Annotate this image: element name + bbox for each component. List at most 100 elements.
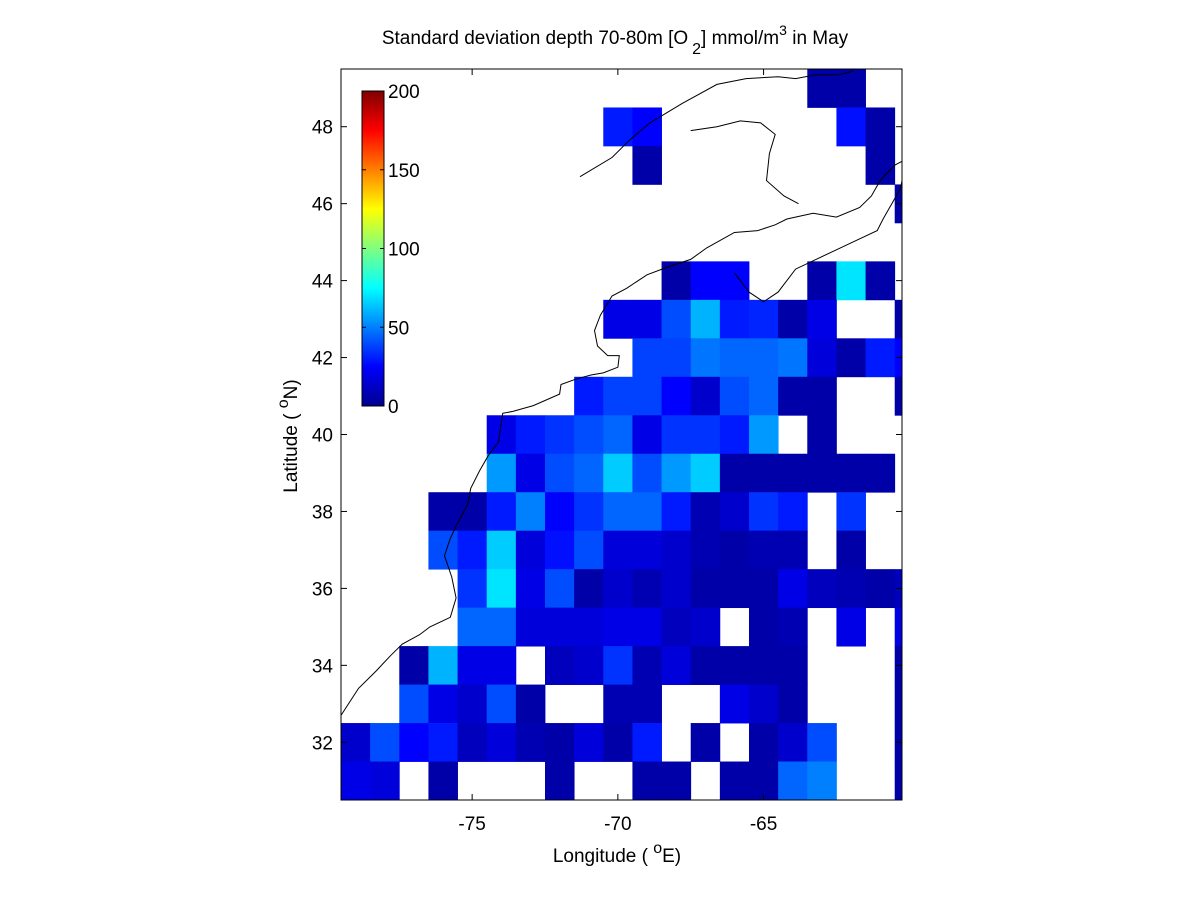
heatmap-cell	[807, 338, 837, 378]
y-tick-label: 48	[312, 118, 333, 139]
heatmap-cell	[603, 453, 633, 493]
heatmap-cell	[632, 684, 662, 724]
heatmap-cell	[632, 723, 662, 762]
colorbar-tick-label: 100	[388, 240, 420, 261]
heatmap-cell	[428, 646, 458, 685]
heatmap-cell	[515, 415, 546, 455]
heatmap-cell	[661, 607, 692, 647]
heatmap-cell	[515, 723, 546, 762]
heatmap-cell	[807, 261, 837, 301]
heatmap-cell	[749, 376, 779, 416]
colorbar-tick-label: 150	[388, 161, 420, 182]
heatmap-cell	[632, 376, 662, 416]
colorbar-tick-label: 50	[388, 318, 409, 339]
heatmap-cell	[603, 376, 633, 416]
heatmap-cell	[865, 453, 896, 493]
heatmap-cell	[574, 569, 604, 609]
heatmap-cell	[603, 299, 633, 339]
heatmap-cell	[428, 684, 458, 724]
heatmap-cell	[894, 607, 903, 647]
heatmap-cell	[778, 646, 808, 685]
heatmap-cell	[632, 453, 662, 493]
y-tick-label: 32	[312, 733, 333, 754]
heatmap-cell	[574, 723, 604, 762]
heatmap-cell	[632, 299, 662, 339]
heatmap-cell	[836, 69, 866, 108]
heatmap-cell	[749, 492, 779, 532]
y-tick-label: 42	[312, 349, 333, 370]
colorbar-ticks: 0 50 100 150 200	[362, 82, 420, 418]
heatmap-cell	[603, 684, 633, 724]
heatmap-cell	[603, 723, 633, 762]
y-axis-label: Latitude ( oN)	[275, 379, 302, 492]
colorbar: 0 50 100 150 200	[361, 82, 420, 418]
heatmap-cell	[749, 415, 779, 455]
colorbar-tick-label: 200	[388, 82, 420, 103]
heatmap-cell	[486, 453, 517, 493]
coastline-line	[690, 120, 799, 205]
heatmap-cell	[807, 569, 837, 609]
x-axis-ticks: -75 -70 -65	[458, 69, 777, 835]
heatmap-cell	[690, 569, 721, 609]
heatmap-cell	[545, 569, 575, 609]
heatmap-cell	[603, 415, 633, 455]
heatmap-cell	[370, 723, 400, 762]
heatmap-cell	[515, 492, 546, 532]
heatmap-cell	[749, 299, 779, 339]
heatmap-cell	[719, 338, 750, 378]
y-tick-label: 38	[312, 502, 333, 523]
heatmap-cell	[778, 299, 808, 339]
heatmap-cell	[690, 415, 721, 455]
heatmap-cell	[574, 530, 604, 570]
heatmap-cell	[661, 376, 692, 416]
heatmap-cell	[661, 415, 692, 455]
plot-area: -75 -70 -65 32 34 36 38 40 42 44 46 48	[312, 68, 903, 835]
heatmap-cell	[690, 299, 721, 339]
heatmap-cell	[545, 415, 575, 455]
heatmap-cells	[341, 69, 903, 801]
heatmap-cell	[719, 646, 750, 685]
heatmap-cell	[603, 607, 633, 647]
heatmap-cell	[778, 376, 808, 416]
heatmap-cell	[690, 492, 721, 532]
heatmap-cell	[719, 530, 750, 570]
heatmap-cell	[836, 453, 866, 493]
heatmap-cell	[370, 761, 400, 801]
heatmap-cell	[690, 376, 721, 416]
heatmap-cell	[836, 261, 866, 301]
heatmap-cell	[807, 761, 837, 801]
heatmap-cell	[399, 646, 429, 685]
heatmap-cell	[749, 723, 779, 762]
heatmap-cell	[836, 607, 866, 647]
heatmap-cell	[515, 453, 546, 493]
heatmap-cell	[603, 646, 633, 685]
heatmap-cell	[719, 492, 750, 532]
heatmap-cell	[836, 492, 866, 532]
heatmap-cell	[749, 453, 779, 493]
heatmap-cell	[690, 646, 721, 685]
heatmap-cell	[457, 723, 488, 762]
heatmap-cell	[603, 530, 633, 570]
heatmap-cell	[807, 299, 837, 339]
y-tick-label: 46	[312, 195, 333, 216]
heatmap-cell	[457, 646, 488, 685]
y-tick-label: 40	[312, 426, 333, 447]
heatmap-cell	[894, 684, 903, 724]
heatmap-cell	[632, 492, 662, 532]
heatmap-cell	[603, 107, 633, 147]
heatmap-cell	[515, 530, 546, 570]
heatmap-cell	[632, 145, 662, 185]
heatmap-cell	[778, 761, 808, 801]
heatmap-cell	[778, 530, 808, 570]
heatmap-cell	[661, 338, 692, 378]
heatmap-cell	[690, 338, 721, 378]
y-tick-label: 34	[312, 656, 334, 677]
heatmap-cell	[836, 107, 866, 147]
heatmap-cell	[515, 569, 546, 609]
heatmap-cell	[486, 530, 517, 570]
coastline-line	[340, 160, 903, 716]
heatmap-cell	[661, 569, 692, 609]
map-title: Standard deviation depth 70-80m [O2] mmo…	[382, 22, 849, 58]
heatmap-cell	[661, 299, 692, 339]
